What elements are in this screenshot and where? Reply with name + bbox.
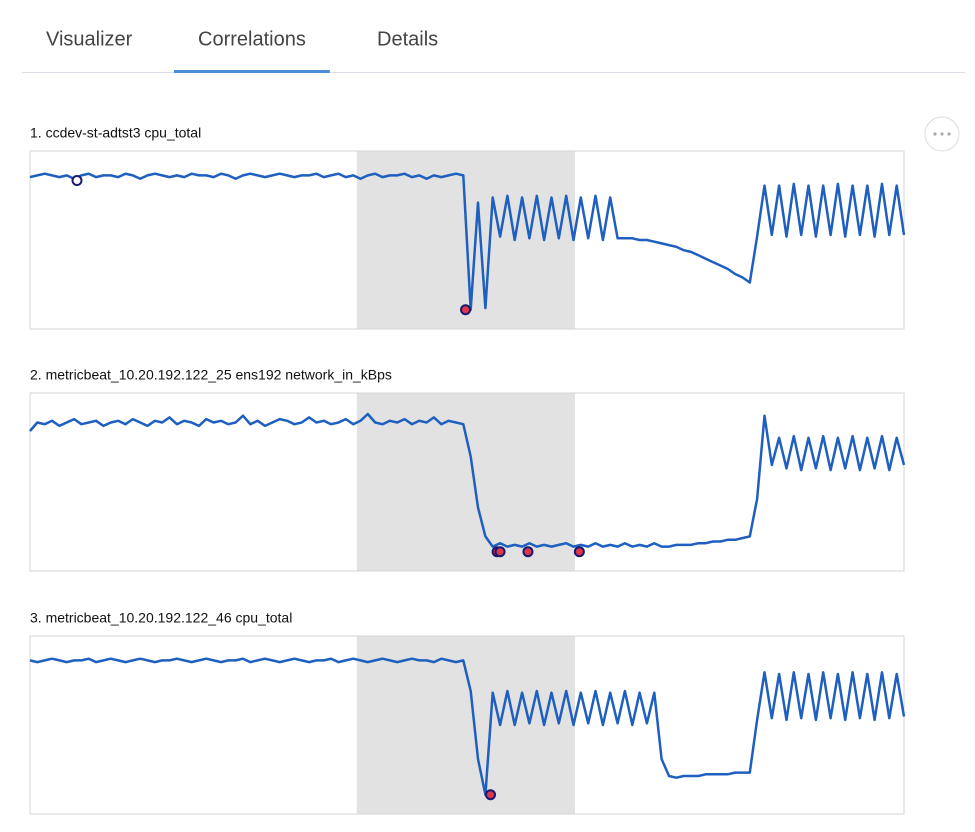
highlight-region xyxy=(356,636,575,814)
panel-title: 2. metricbeat_10.20.192.122_25 ens192 ne… xyxy=(30,367,392,383)
tab[interactable]: Correlations xyxy=(198,28,306,50)
series-line xyxy=(29,657,906,796)
anomaly-marker xyxy=(485,789,497,801)
panel-frame xyxy=(29,150,905,330)
tab[interactable]: Details xyxy=(377,28,438,50)
panel-title: 3. metricbeat_10.20.192.122_46 cpu_total xyxy=(30,610,292,626)
series-line xyxy=(29,412,906,548)
series-line xyxy=(29,172,906,311)
anomaly-marker xyxy=(494,546,506,558)
anomaly-marker xyxy=(460,304,472,316)
more-dot xyxy=(933,132,937,136)
panel-frame xyxy=(29,635,905,815)
anomaly-marker xyxy=(71,175,83,186)
more-dot xyxy=(940,132,944,136)
anomaly-marker xyxy=(522,546,534,558)
active-tab-underline xyxy=(174,70,330,73)
panel-frame xyxy=(29,392,905,572)
more-dot xyxy=(947,132,951,136)
tab[interactable]: Visualizer xyxy=(46,28,133,50)
anomaly-marker xyxy=(573,546,585,558)
panel-title: 1. ccdev-st-adtst3 cpu_total xyxy=(30,125,201,141)
more-button[interactable] xyxy=(924,116,960,152)
